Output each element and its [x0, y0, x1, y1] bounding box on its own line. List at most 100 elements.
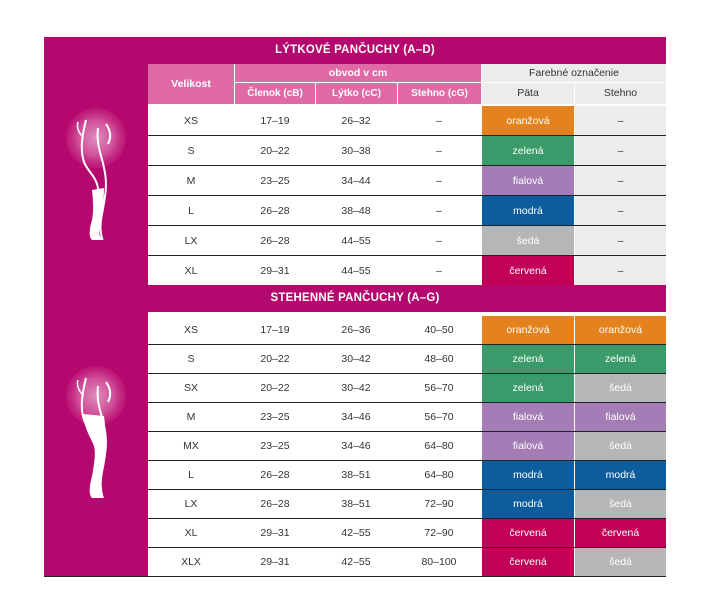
clenok-cell: 29–31	[260, 556, 290, 568]
table-header: Velikost obvod v cm Členok (cB) Lýtko (c…	[148, 64, 666, 104]
lytko-cell: 38–51	[341, 469, 371, 481]
clenok-cell: 20–22	[260, 353, 290, 365]
lytko-cell: 42–55	[341, 527, 371, 539]
table-row: XS 17–19 26–32– oranžová –	[148, 106, 666, 135]
section-icon-column	[44, 312, 148, 576]
size-cell: S	[187, 144, 195, 157]
header-pata: Päta	[482, 83, 574, 104]
stehno-cg-cell: 64–80	[424, 469, 454, 481]
lytko-cell: 34–46	[341, 440, 371, 452]
table-row: XLX 29–31 42–55 80–100 červená šedá	[148, 547, 666, 576]
clenok-cell: 23–25	[260, 411, 290, 423]
header-obvod: obvod v cm	[235, 64, 481, 82]
table-row: XL 29–31 44–55– červená –	[148, 255, 666, 285]
pata-color-cell: oranžová	[482, 106, 574, 135]
section-grid-lytkove: Velikost obvod v cm Členok (cB) Lýtko (c…	[148, 64, 666, 285]
lytko-cell: 34–46	[341, 411, 371, 423]
section-title-lytkove: LÝTKOVÉ PANČUCHY (A–D)	[44, 37, 666, 64]
stehno-color-cell: modrá	[575, 461, 666, 489]
stehno-cg-cell: –	[436, 114, 442, 127]
lytko-cell: 30–42	[341, 382, 371, 394]
stehno-color-cell: šedá	[575, 432, 666, 460]
table-row: LX 26–28 44–55– šedá –	[148, 225, 666, 255]
size-cell: XL	[184, 527, 198, 539]
size-cell: XS	[183, 324, 198, 336]
stehno-cg-cell: –	[436, 174, 442, 187]
lytko-cell: 44–55	[341, 234, 371, 247]
stehno-color-cell: –	[575, 226, 666, 255]
pata-color-cell: modrá	[482, 196, 574, 225]
stehno-color-cell: oranžová	[575, 316, 666, 344]
table-row: M 23–25 34–46 56–70 fialová fialová	[148, 402, 666, 431]
header-stehno-cg: Stehno (cG)	[398, 83, 481, 104]
stehno-cg-cell: 72–90	[424, 527, 454, 539]
section-title-stehenne: STEHENNÉ PANČUCHY (A–G)	[44, 285, 666, 312]
pata-color-cell: šedá	[482, 226, 574, 255]
stehno-color-cell: –	[575, 106, 666, 135]
pata-color-cell: zelená	[482, 136, 574, 165]
stehno-color-cell: –	[575, 256, 666, 285]
pata-color-cell: fialová	[482, 432, 574, 460]
table-bottom-rule	[44, 576, 666, 577]
pata-color-cell: fialová	[482, 166, 574, 195]
table-row: MX 23–25 34–46 64–80 fialová šedá	[148, 431, 666, 460]
lytko-cell: 38–51	[341, 498, 371, 510]
size-cell: XLX	[181, 556, 201, 568]
stehno-cg-cell: 64–80	[424, 440, 454, 452]
lytko-cell: 26–32	[341, 114, 371, 127]
size-cell: L	[188, 204, 194, 217]
header-velikost: Velikost	[148, 64, 234, 104]
size-cell: XS	[183, 114, 198, 127]
thigh-high-stocking-leg-icon	[66, 366, 126, 498]
stehno-color-cell: šedá	[575, 374, 666, 402]
header-farebne-oznacenie: Farebné označenie	[482, 64, 666, 82]
stehno-cg-cell: 56–70	[424, 382, 454, 394]
header-lytko: Lýtko (cC)	[316, 83, 397, 104]
clenok-cell: 23–25	[260, 174, 290, 187]
rows-stehenne: XS 17–19 26–36 40–50 oranžová oranžová S 20–22 3…	[148, 316, 666, 576]
size-cell: SX	[183, 382, 198, 394]
table-row: XS 17–19 26–36 40–50 oranžová oranžová	[148, 316, 666, 344]
knee-high-stocking-leg-icon	[66, 108, 126, 240]
stehno-cg-cell: 56–70	[424, 411, 454, 423]
stehno-cg-cell: –	[436, 264, 442, 277]
table-row: SX 20–22 30–42 56–70 zelená šedá	[148, 373, 666, 402]
stehno-color-cell: fialová	[575, 403, 666, 431]
lytko-cell: 26–36	[341, 324, 371, 336]
size-cell: XL	[184, 264, 198, 277]
section-lytkove: Velikost obvod v cm Členok (cB) Lýtko (c…	[44, 64, 666, 285]
clenok-cell: 17–19	[260, 324, 290, 336]
stehno-color-cell: –	[575, 136, 666, 165]
pata-color-cell: modrá	[482, 490, 574, 518]
table-row: S 20–22 30–38– zelená –	[148, 135, 666, 165]
clenok-cell: 29–31	[260, 527, 290, 539]
stehno-color-cell: červená	[575, 519, 666, 547]
size-cell: M	[186, 174, 196, 187]
clenok-cell: 23–25	[260, 440, 290, 452]
pata-color-cell: fialová	[482, 403, 574, 431]
clenok-cell: 26–28	[260, 234, 290, 247]
size-cell: LX	[184, 234, 198, 247]
clenok-cell: 26–28	[260, 204, 290, 217]
table-row: L 26–28 38–51 64–80 modrá modrá	[148, 460, 666, 489]
lytko-cell: 30–42	[341, 353, 371, 365]
stehno-color-cell: –	[575, 196, 666, 225]
lytko-cell: 38–48	[341, 204, 371, 217]
stehno-color-cell: šedá	[575, 548, 666, 576]
clenok-cell: 17–19	[260, 114, 290, 127]
stehno-cg-cell: –	[436, 144, 442, 157]
clenok-cell: 29–31	[260, 264, 290, 277]
header-stehno: Stehno	[575, 83, 666, 104]
lytko-cell: 42–55	[341, 556, 371, 568]
header-clenok: Členok (cB)	[235, 83, 315, 104]
stehno-color-cell: –	[575, 166, 666, 195]
clenok-cell: 26–28	[260, 498, 290, 510]
table-row: S 20–22 30–42 48–60 zelená zelená	[148, 344, 666, 373]
size-cell: S	[187, 353, 195, 365]
stehno-cg-cell: 80–100	[421, 556, 457, 568]
stehno-cg-cell: –	[436, 204, 442, 217]
clenok-cell: 20–22	[260, 144, 290, 157]
pata-color-cell: zelená	[482, 374, 574, 402]
sizing-table: LÝTKOVÉ PANČUCHY (A–D) Velik	[44, 37, 666, 577]
stehno-color-cell: zelená	[575, 345, 666, 373]
